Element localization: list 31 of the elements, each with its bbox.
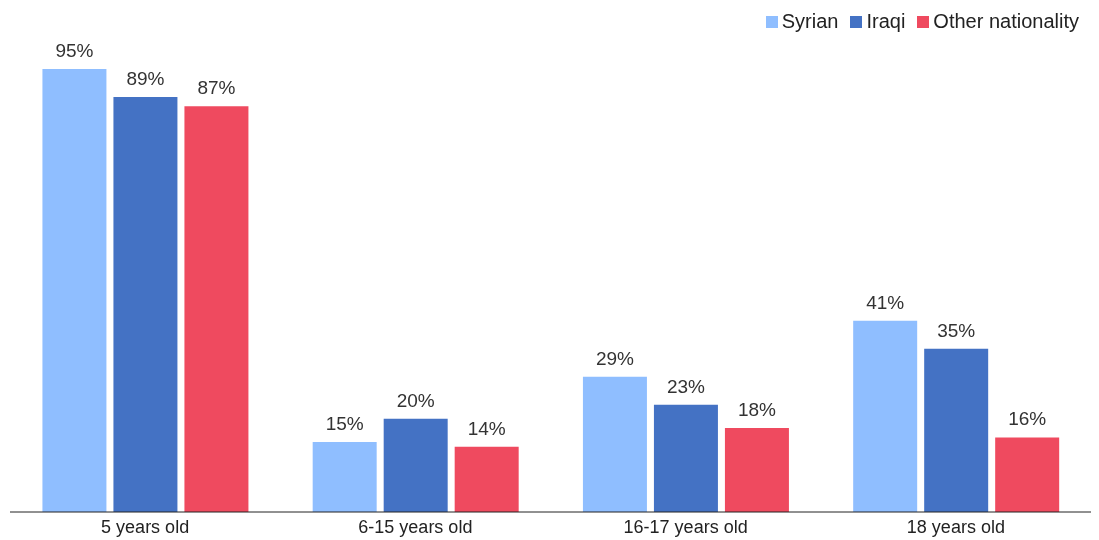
bar	[113, 96, 178, 512]
bar	[924, 348, 989, 512]
bar	[312, 442, 377, 512]
data-label: 15%	[325, 413, 364, 435]
data-label: 95%	[55, 40, 94, 61]
data-label: 87%	[197, 77, 236, 99]
data-label: 14%	[467, 417, 506, 439]
data-label: 35%	[937, 319, 976, 341]
data-label: 18%	[737, 399, 777, 421]
x-tick-label: 6-15 years old	[358, 516, 473, 537]
bar	[42, 69, 107, 512]
data-label: 89%	[126, 67, 165, 89]
bar	[184, 106, 249, 512]
bar	[653, 404, 718, 512]
bar	[582, 376, 647, 512]
data-label: 20%	[396, 389, 435, 411]
x-tick-label: 5 years old	[101, 516, 190, 537]
bar	[853, 320, 918, 512]
x-tick-label: 16-17 years old	[623, 516, 748, 537]
bar	[724, 428, 789, 512]
legend-label: Other nationality	[933, 10, 1079, 33]
legend-label: Iraqi	[866, 10, 906, 33]
x-tick-label: 18 years old	[906, 516, 1005, 537]
data-label: 41%	[866, 291, 905, 313]
data-label: 23%	[666, 375, 706, 397]
bar	[995, 437, 1060, 512]
data-label: 16%	[1008, 408, 1047, 430]
data-label: 29%	[595, 347, 635, 369]
bar	[454, 446, 519, 512]
bar	[383, 418, 448, 512]
legend-label: Syrian	[781, 10, 839, 33]
